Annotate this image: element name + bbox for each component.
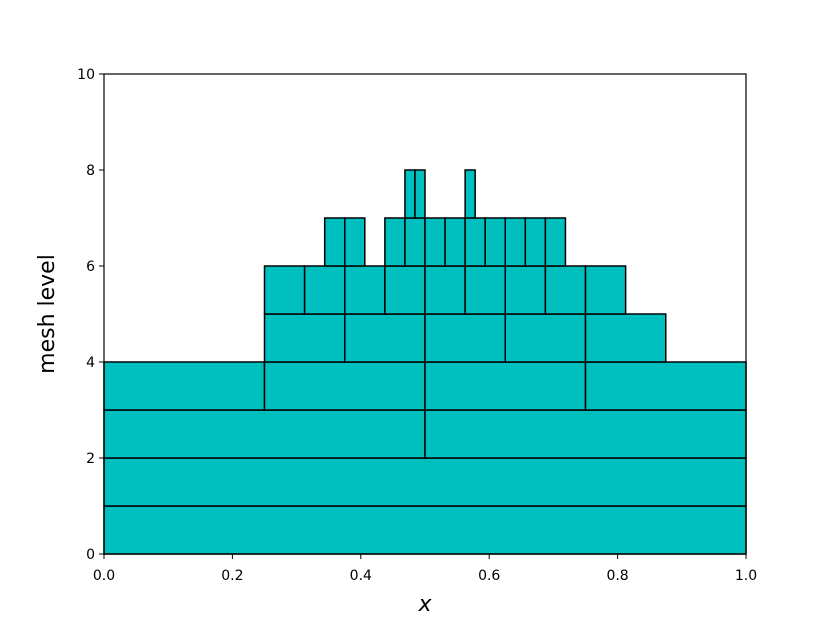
mesh-cell <box>103 361 266 411</box>
mesh-cell <box>103 505 747 555</box>
mesh-cell <box>524 217 547 267</box>
mesh-cell <box>584 313 667 363</box>
mesh-cell <box>103 457 747 507</box>
mesh-cell <box>263 265 306 315</box>
mesh-cell <box>504 313 587 363</box>
y-tick-label: 2 <box>86 451 95 467</box>
y-tick-label: 0 <box>86 547 95 563</box>
mesh-cell <box>444 217 466 267</box>
mesh-cell <box>384 217 406 267</box>
mesh-cell <box>404 169 416 219</box>
mesh-cell <box>323 217 346 267</box>
mesh-cell <box>544 265 587 315</box>
mesh-cell <box>504 217 527 267</box>
mesh-cell <box>384 265 426 315</box>
mesh-cell <box>303 265 346 315</box>
y-tick-label: 4 <box>86 355 95 371</box>
mesh-cell <box>464 169 476 219</box>
x-tick-label: 0.4 <box>350 568 372 584</box>
mesh-cell <box>344 265 386 315</box>
y-tick-label: 10 <box>77 67 95 83</box>
plot-frame <box>103 73 747 555</box>
mesh-cell <box>404 217 426 267</box>
mesh-cell <box>344 313 426 363</box>
mesh-cell <box>424 313 506 363</box>
y-tick-label: 6 <box>86 259 95 275</box>
mesh-cell <box>263 313 346 363</box>
mesh-cell <box>424 361 587 411</box>
mesh-cell <box>424 217 446 267</box>
mesh-cell <box>424 409 747 459</box>
x-tick-label: 0.2 <box>221 568 243 584</box>
mesh-cell <box>544 217 567 267</box>
y-tick-label: 8 <box>86 163 95 179</box>
y-axis-label: mesh level <box>35 254 60 374</box>
mesh-cell <box>504 265 547 315</box>
mesh-cell <box>414 169 426 219</box>
mesh-cell <box>103 409 426 459</box>
x-tick-label: 0.8 <box>606 568 628 584</box>
mesh-cell <box>424 265 466 315</box>
x-tick-label: 0.0 <box>93 568 115 584</box>
mesh-cell <box>584 265 627 315</box>
x-tick-label: 0.6 <box>478 568 500 584</box>
x-axis-label: x <box>417 592 432 617</box>
mesh-cell <box>464 265 506 315</box>
x-tick-label: 1.0 <box>735 568 757 584</box>
mesh-cell <box>344 217 366 267</box>
mesh-cell <box>464 217 486 267</box>
mesh-cell <box>263 361 426 411</box>
mesh-cell <box>484 217 506 267</box>
mesh-cell <box>584 361 747 411</box>
